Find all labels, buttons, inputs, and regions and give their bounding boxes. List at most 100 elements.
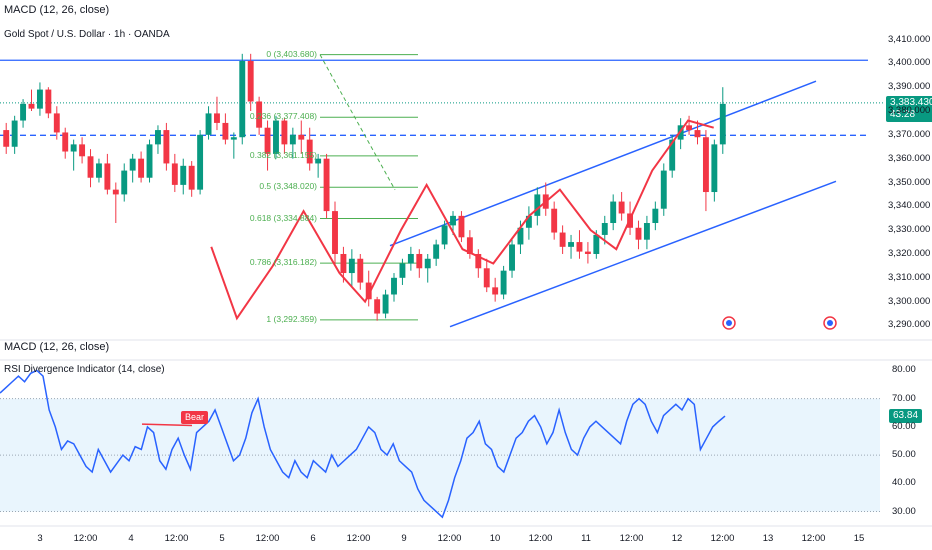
time-axis-label: 12:00 [619, 533, 644, 544]
candle-body [20, 103, 27, 121]
rsi-axis-label: 80.00 [892, 364, 916, 376]
candle-body [391, 277, 397, 295]
candle-body [264, 127, 271, 154]
candle-body [256, 101, 263, 128]
candle-body [332, 211, 338, 254]
candle-body [441, 225, 448, 245]
candle-body [214, 113, 220, 123]
macd-pane-title: MACD (12, 26, close) [4, 341, 110, 353]
candle-body [576, 242, 583, 252]
candle-body [694, 130, 701, 138]
price-axis-label: 3,380.000 [888, 105, 931, 117]
candle-body [584, 251, 591, 254]
time-axis-label: 15 [853, 533, 865, 544]
price-axis-label: 3,300.000 [888, 295, 931, 307]
candle-body [416, 253, 423, 269]
current-price-tag: 3,383.430 43:28 [886, 96, 932, 122]
rsi-axis-label: 70.00 [892, 392, 916, 404]
us-flag-event-icon [726, 320, 732, 326]
candle-body [719, 103, 726, 145]
time-axis-label: 12:00 [255, 533, 280, 544]
fib-level-label: 0.236 (3,377.408) [249, 111, 317, 122]
candle-body [635, 227, 642, 240]
time-axis-label: 10 [489, 533, 501, 544]
time-axis-label: 9 [401, 533, 407, 544]
candle-body [601, 223, 608, 235]
candle-body [643, 223, 650, 240]
time-axis-label: 5 [219, 533, 225, 544]
candle-body [70, 144, 77, 152]
candle-body [551, 208, 558, 233]
rsi-axis-label: 30.00 [892, 505, 916, 517]
candle-body [11, 120, 18, 147]
candle-body [3, 130, 10, 147]
candle-body [79, 144, 86, 157]
time-axis-label: 3 [37, 533, 43, 544]
candle-body [525, 215, 532, 228]
candle-body [197, 134, 204, 190]
candle-body [374, 299, 381, 314]
top-indicator-title: MACD (12, 26, close) [4, 4, 110, 16]
rsi-band-fill [0, 398, 880, 512]
candle-body [171, 163, 178, 185]
rsi-value-tag: 63.84 [889, 409, 923, 423]
candle-body [509, 244, 515, 271]
candle-body [230, 137, 237, 140]
candle-body [273, 120, 279, 154]
fib-level-label: 1 (3,292.359) [266, 313, 317, 324]
price-axis-label: 3,400.000 [888, 57, 931, 69]
candle-body [62, 132, 69, 152]
candle-body [87, 156, 94, 178]
price-axis-label: 3,310.000 [888, 271, 931, 283]
candle-body [357, 258, 364, 283]
candle-body [281, 120, 288, 145]
candle-body [323, 158, 330, 212]
candle-body [146, 144, 153, 178]
candle-body [407, 253, 414, 264]
candle-body [534, 194, 541, 216]
candle-body [138, 158, 145, 178]
time-axis-label: 12:00 [528, 533, 553, 544]
candle-body [45, 89, 52, 114]
candle-body [399, 263, 406, 278]
candle-body [686, 125, 693, 131]
candle-body [36, 89, 43, 109]
candle-body [652, 208, 659, 224]
candle-body [306, 139, 313, 164]
price-axis-label: 3,330.000 [888, 224, 931, 236]
time-axis-label: 6 [310, 533, 316, 544]
candle-body [660, 170, 667, 209]
price-axis-label: 3,370.000 [888, 128, 931, 140]
candle-body [424, 258, 431, 269]
time-axis-label: 12:00 [164, 533, 189, 544]
time-axis-label: 12:00 [710, 533, 735, 544]
candle-body [669, 139, 676, 171]
candle-body [492, 287, 499, 295]
candle-body [500, 270, 507, 295]
current-price-value: 3,383.430 [890, 97, 932, 108]
rsi-pane-title: RSI Divergence Indicator (14, close) [4, 364, 165, 375]
candle-body [475, 253, 482, 269]
price-axis-label: 3,390.000 [888, 81, 931, 93]
candle-body [466, 237, 473, 254]
candle-body [247, 60, 254, 102]
candle-body [289, 134, 296, 145]
candle-body [155, 130, 161, 145]
candle-body [610, 201, 617, 224]
candle-countdown: 43:28 [890, 109, 916, 120]
rsi-axis-label: 50.00 [892, 449, 916, 461]
symbol-title: Gold Spot / U.S. Dollar · 1h · OANDA [4, 29, 170, 40]
candle-body [121, 170, 128, 195]
fib-level-label: 0.5 (3,348.020) [259, 181, 317, 192]
candle-body [95, 163, 102, 178]
rsi-line [0, 369, 726, 519]
candle-body [129, 158, 136, 171]
candle-body [365, 282, 372, 300]
time-axis-label: 12:00 [801, 533, 826, 544]
time-axis-label: 11 [581, 533, 591, 544]
channel-lower-line [449, 180, 837, 328]
candle-body [298, 134, 305, 140]
time-axis-label: 4 [128, 533, 134, 544]
